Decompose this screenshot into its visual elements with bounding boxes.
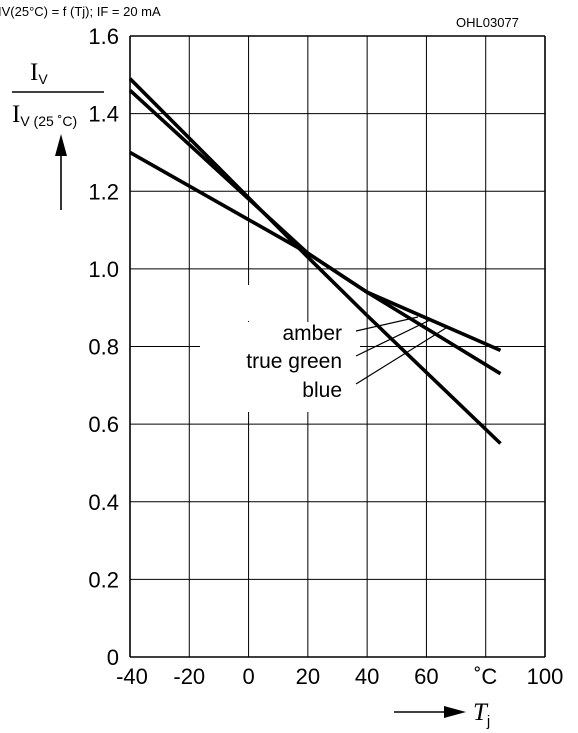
series-labels: amber true green blue — [246, 322, 342, 402]
svg-text:IV (25 ˚C): IV (25 ˚C) — [12, 101, 77, 129]
label-gap — [200, 322, 360, 412]
x-tick-label: 0 — [242, 664, 254, 689]
y-tick-label: 1.0 — [88, 257, 119, 282]
x-unit-label: ˚C — [474, 664, 497, 689]
y-axis-label: IV IV (25 ˚C) — [12, 59, 104, 210]
x-axis-ticks: -40 -20 0 20 40 60 100 ˚C — [116, 664, 563, 689]
chart-caption: IV(25°C) = f (Tj); IF = 20 mA — [0, 4, 161, 19]
figure-code: OHL03077 — [456, 15, 519, 30]
y-axis-ticks: 0 0.2 0.4 0.6 0.8 1.0 1.2 1.4 1.6 — [88, 24, 119, 670]
x-tick-label: 20 — [296, 664, 320, 689]
grid — [129, 35, 546, 658]
svg-text:IV: IV — [30, 59, 48, 87]
y-tick-label: 1.2 — [88, 179, 119, 204]
label-gap — [238, 285, 258, 321]
series-label-true-green: true green — [246, 350, 342, 373]
x-tick-label: -20 — [173, 664, 205, 689]
y-tick-label: 0.8 — [88, 335, 119, 360]
series-lines — [128, 77, 502, 445]
y-tick-label: 1.6 — [88, 24, 119, 49]
label-leader-line — [355, 327, 447, 385]
y-tick-label: 0 — [107, 645, 119, 670]
series-label-blue: blue — [302, 379, 342, 402]
y-tick-label: 0.2 — [88, 567, 119, 592]
x-tick-label: 60 — [414, 664, 438, 689]
x-tick-label: -40 — [116, 664, 148, 689]
label-leader-line — [355, 316, 419, 332]
svg-text:Tj: Tj — [473, 699, 490, 730]
y-tick-label: 0.4 — [88, 490, 119, 515]
y-tick-label: 1.4 — [88, 102, 119, 127]
x-tick-label: 40 — [355, 664, 379, 689]
series-label-amber: amber — [282, 322, 342, 345]
x-tick-label: 100 — [527, 664, 564, 689]
series-line-amber — [128, 77, 502, 445]
series-line-blue — [129, 150, 502, 353]
x-axis-label: Tj — [394, 699, 490, 730]
y-tick-label: 0.6 — [88, 412, 119, 437]
